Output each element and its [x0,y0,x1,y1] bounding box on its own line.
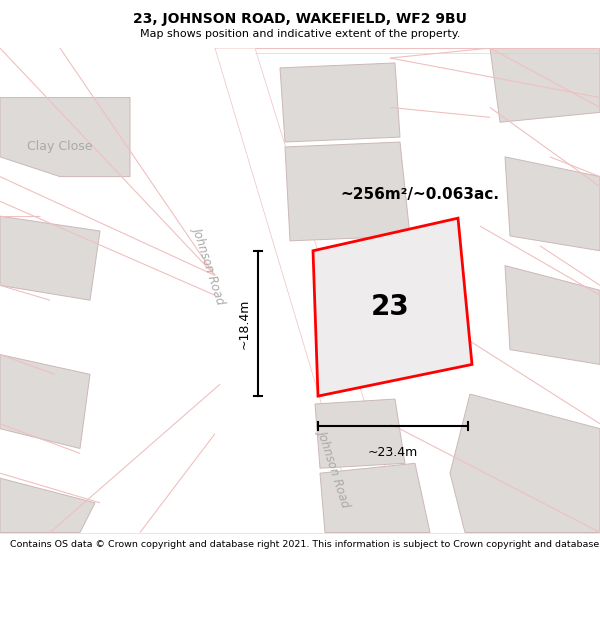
Text: Johnson Road: Johnson Road [191,225,229,306]
Polygon shape [313,218,472,396]
Text: ~256m²/~0.063ac.: ~256m²/~0.063ac. [340,187,499,202]
Polygon shape [285,142,410,241]
Text: Johnson Road: Johnson Road [316,428,353,509]
Polygon shape [505,266,600,364]
Polygon shape [315,399,405,468]
Polygon shape [0,216,100,300]
Text: Contains OS data © Crown copyright and database right 2021. This information is : Contains OS data © Crown copyright and d… [10,540,600,549]
Polygon shape [0,354,90,449]
Text: 23, JOHNSON ROAD, WAKEFIELD, WF2 9BU: 23, JOHNSON ROAD, WAKEFIELD, WF2 9BU [133,12,467,26]
Polygon shape [505,157,600,251]
Polygon shape [0,478,95,532]
Text: 23: 23 [371,293,410,321]
Polygon shape [450,394,600,532]
Polygon shape [320,463,430,532]
Polygon shape [490,48,600,122]
Polygon shape [280,63,400,142]
Text: Clay Close: Clay Close [27,141,93,154]
Text: Map shows position and indicative extent of the property.: Map shows position and indicative extent… [140,29,460,39]
Text: ~23.4m: ~23.4m [368,446,418,459]
Polygon shape [215,48,405,532]
Polygon shape [0,98,130,177]
Text: ~18.4m: ~18.4m [238,298,251,349]
